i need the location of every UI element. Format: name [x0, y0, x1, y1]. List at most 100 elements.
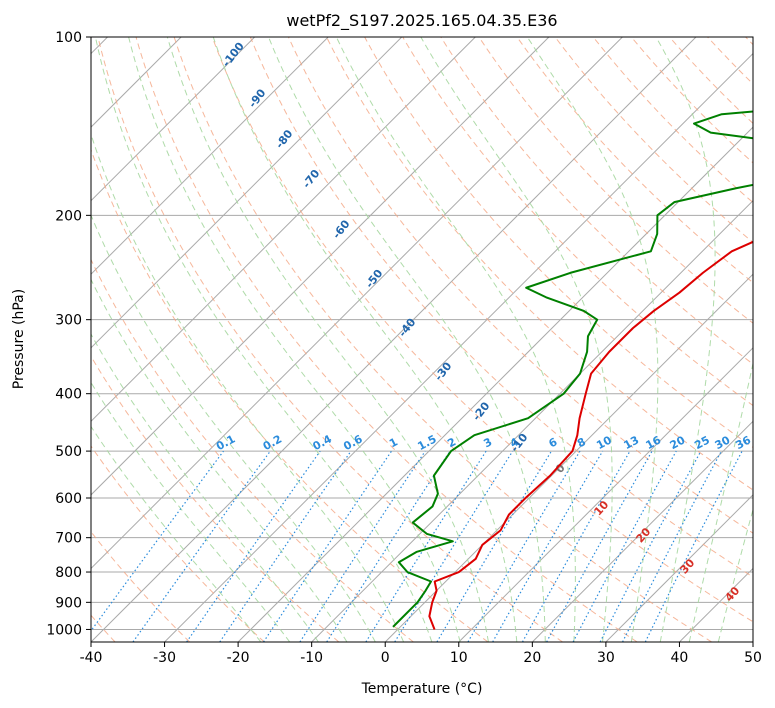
dry-adiabat-label: -30: [432, 359, 455, 383]
background-lines: [91, 37, 753, 642]
dry-adiabat-line: [91, 531, 191, 642]
y-axis: 100 200 300 400 500 600 700 800 900 1000: [46, 30, 91, 638]
dry-adiabat-line: [669, 37, 753, 125]
dry-adiabat-label: -100: [220, 40, 247, 70]
mixing-ratio-label: 25: [692, 433, 712, 452]
mixing-ratio-line: [521, 450, 631, 642]
moist-adiabat-line: [91, 278, 348, 642]
mixing-ratio-line: [91, 450, 225, 632]
mixing-ratio-label: 0.1: [214, 432, 237, 453]
mixing-ratio-label: 10: [594, 433, 614, 452]
x-tick-label: 20: [523, 650, 541, 666]
mixing-ratio-line: [394, 450, 514, 642]
mixing-ratio-label: 0.2: [261, 433, 284, 454]
dry-adiabat-label: -50: [363, 267, 386, 291]
mixing-ratio-line: [546, 450, 653, 642]
plot-frame: [90, 36, 754, 643]
isotherm-line: [91, 37, 403, 349]
x-axis: -40 -30 -20 -10 0 10 20 30 40 50: [80, 642, 762, 666]
y-axis-label: Pressure (hPa): [11, 289, 27, 389]
isotherm-line: [91, 37, 623, 570]
dry-adiabat-line: [173, 37, 713, 642]
mixing-ratio-line: [436, 450, 553, 642]
x-tick-label: -40: [80, 650, 103, 666]
mixing-ratio-label: 1: [387, 435, 400, 450]
mixing-ratio-line: [644, 450, 743, 642]
dry-adiabat-label: -40: [396, 316, 419, 340]
moist-adiabat-line: [420, 37, 613, 642]
mixing-ratio-label: 30: [713, 433, 733, 452]
dry-adiabat-line: [745, 37, 753, 46]
dry-adiabat-line: [516, 37, 753, 284]
mixing-ratio-label: 36: [733, 433, 753, 452]
moist-adiabat-line: [268, 37, 546, 642]
moist-adiabat-line: [212, 37, 518, 642]
mixing-ratio-line: [219, 450, 352, 642]
dry-adiabat-line: [440, 37, 753, 365]
moist-adiabat-label: 10: [591, 498, 611, 518]
x-tick-label: -20: [227, 650, 250, 666]
moist-adiabat-line: [688, 361, 753, 642]
mixing-ratio-line: [299, 450, 426, 642]
isotherm-line: [752, 641, 753, 642]
dry-adiabat-line: [91, 148, 489, 642]
moist-adiabat-line: [91, 132, 405, 642]
moist-adiabat-line: [91, 333, 319, 642]
line-labels: 0.1 0.2 0.4 0.6 1 1.5 2 3 4 6 8 10 13 16 20 25 30 36-100-…: [214, 40, 753, 605]
moist-adiabat-line: [91, 381, 291, 642]
dry-adiabat-line: [287, 37, 753, 534]
mixing-ratio-label: 13: [622, 433, 642, 452]
mixing-ratio-label: 3: [481, 435, 494, 450]
y-tick-label: 500: [55, 444, 82, 460]
x-tick-label: -30: [153, 650, 176, 666]
dry-adiabat-line: [97, 37, 563, 642]
dry-adiabat-label: -20: [470, 399, 493, 423]
x-tick-label: 30: [597, 650, 615, 666]
isotherm-line: [458, 347, 753, 642]
moist-adiabat-line: [166, 37, 489, 642]
moist-adiabat-line: [335, 37, 576, 642]
dry-adiabat-line: [91, 355, 340, 642]
dry-adiabat-line: [478, 37, 753, 324]
y-tick-label: 300: [55, 313, 82, 329]
mixing-ratio-label: 6: [547, 435, 560, 450]
isotherm-line: [605, 494, 753, 642]
y-tick-label: 900: [55, 595, 82, 611]
x-tick-label: 10: [450, 650, 468, 666]
x-tick-label: -10: [300, 650, 323, 666]
dewpoint-profile-line: [392, 110, 753, 628]
mixing-ratio-line: [467, 450, 581, 642]
dry-adiabat-label: -90: [246, 86, 269, 110]
moist-adiabat-line: [526, 37, 659, 642]
chart-title: wetPf2_S197.2025.165.04.35.E36: [286, 11, 557, 31]
isotherm-line: [679, 567, 753, 642]
moist-adiabat-label: 40: [722, 584, 742, 604]
y-tick-label: 800: [55, 565, 82, 581]
mixing-ratio-line: [263, 450, 393, 642]
dry-adiabat-line: [91, 445, 265, 642]
isotherm-line: [91, 37, 550, 496]
isotherm-line: [91, 37, 329, 275]
dry-adiabat-line: [211, 37, 753, 623]
y-tick-label: 200: [55, 208, 82, 224]
x-tick-label: 50: [744, 650, 762, 666]
profile-series: [392, 110, 753, 630]
moist-adiabat-line: [91, 425, 262, 642]
isotherm-line: [384, 273, 753, 642]
mixing-ratio-line: [572, 450, 677, 642]
moist-adiabat-line: [128, 37, 461, 642]
mixing-ratio-label: 16: [644, 433, 664, 452]
mixing-ratio-label: 1.5: [415, 432, 438, 453]
isotherm-line: [237, 126, 753, 642]
dry-adiabat-label: -80: [273, 127, 296, 151]
dry-adiabat-line: [91, 258, 414, 642]
isotherm-line: [91, 37, 476, 423]
mixing-ratio-line: [326, 450, 451, 642]
mixing-ratio-label: 20: [668, 433, 688, 452]
dry-adiabat-label: -60: [330, 217, 353, 241]
x-tick-label: 40: [671, 650, 689, 666]
mixing-ratio-line: [186, 450, 321, 642]
isotherm-line: [91, 37, 697, 642]
y-tick-label: 100: [55, 30, 82, 46]
